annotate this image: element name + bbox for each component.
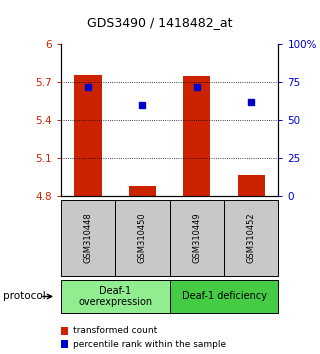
Text: Deaf-1 deficiency: Deaf-1 deficiency bbox=[181, 291, 267, 302]
Bar bbox=[129, 186, 156, 196]
Text: GDS3490 / 1418482_at: GDS3490 / 1418482_at bbox=[87, 16, 233, 29]
Text: GSM310449: GSM310449 bbox=[192, 213, 201, 263]
Text: GSM310452: GSM310452 bbox=[247, 213, 256, 263]
Bar bbox=[237, 175, 265, 196]
Bar bbox=[75, 75, 102, 196]
Text: GSM310450: GSM310450 bbox=[138, 213, 147, 263]
Text: Deaf-1
overexpression: Deaf-1 overexpression bbox=[78, 286, 152, 307]
Bar bbox=[183, 76, 211, 196]
Text: GSM310448: GSM310448 bbox=[84, 213, 92, 263]
Text: protocol: protocol bbox=[3, 291, 46, 302]
Text: transformed count: transformed count bbox=[73, 326, 157, 336]
Text: percentile rank within the sample: percentile rank within the sample bbox=[73, 339, 226, 349]
